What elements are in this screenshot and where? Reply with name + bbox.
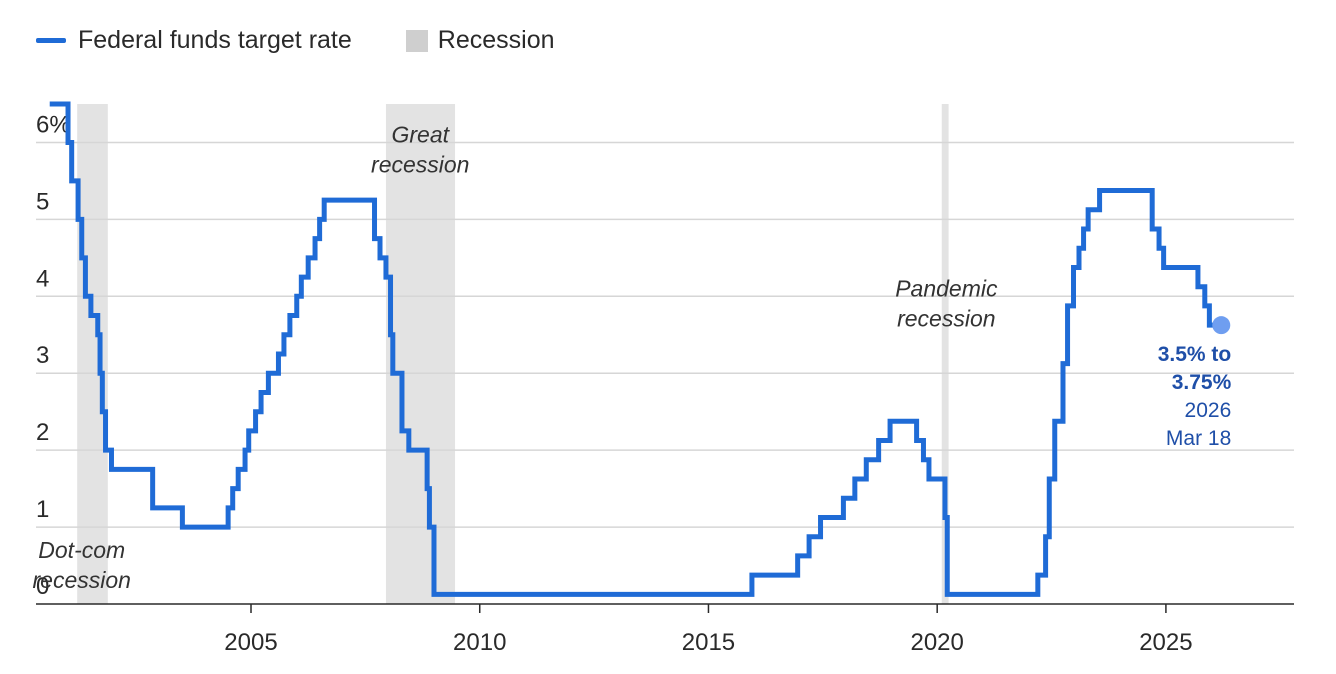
y-tick-label-3: 3	[36, 342, 49, 369]
x-tick-label-2015: 2015	[682, 629, 735, 656]
x-tick-label-2020: 2020	[910, 629, 963, 656]
legend-label-rate: Federal funds target rate	[78, 26, 352, 54]
endpoint-label-bold-0: 3.5% to	[1158, 343, 1232, 366]
legend-item-recession: Recession	[405, 26, 555, 55]
recession-label-1-line-1: recession	[371, 151, 469, 177]
recession-label-0-line-1: recession	[33, 567, 131, 593]
y-tick-label-5: 5	[36, 188, 49, 215]
legend: Federal funds target rate Recession	[36, 26, 609, 55]
legend-recession-swatch	[405, 29, 428, 52]
recession-label-2-line-0: Pandemic	[895, 275, 998, 301]
x-tick-label-2005: 2005	[224, 629, 277, 656]
y-tick-label-4: 4	[36, 265, 49, 292]
y-tick-label-6: 6%	[36, 111, 71, 138]
y-tick-label-1: 1	[36, 496, 49, 523]
legend-line-swatch	[36, 38, 66, 43]
x-tick-label-2025: 2025	[1139, 629, 1192, 656]
recession-label-0-line-0: Dot-com	[38, 537, 125, 563]
recession-label-1-line-0: Great	[391, 121, 450, 147]
recession-band-0	[77, 104, 108, 604]
recession-band-1	[385, 104, 456, 604]
endpoint-label-bold-1: 3.75%	[1172, 371, 1232, 394]
recession-band-2	[941, 104, 949, 604]
endpoint-label-0: 2026	[1185, 399, 1232, 422]
series-line-fed-funds	[49, 101, 1222, 597]
recession-label-2-line-1: recession	[897, 305, 995, 331]
endpoint-label-1: Mar 18	[1166, 427, 1231, 450]
endpoint-marker	[1212, 316, 1231, 335]
legend-item-rate: Federal funds target rate	[36, 26, 352, 55]
legend-label-recession: Recession	[437, 26, 555, 54]
y-tick-label-0: 0	[36, 573, 49, 600]
x-tick-label-2010: 2010	[453, 629, 506, 656]
y-tick-label-2: 2	[36, 419, 49, 446]
